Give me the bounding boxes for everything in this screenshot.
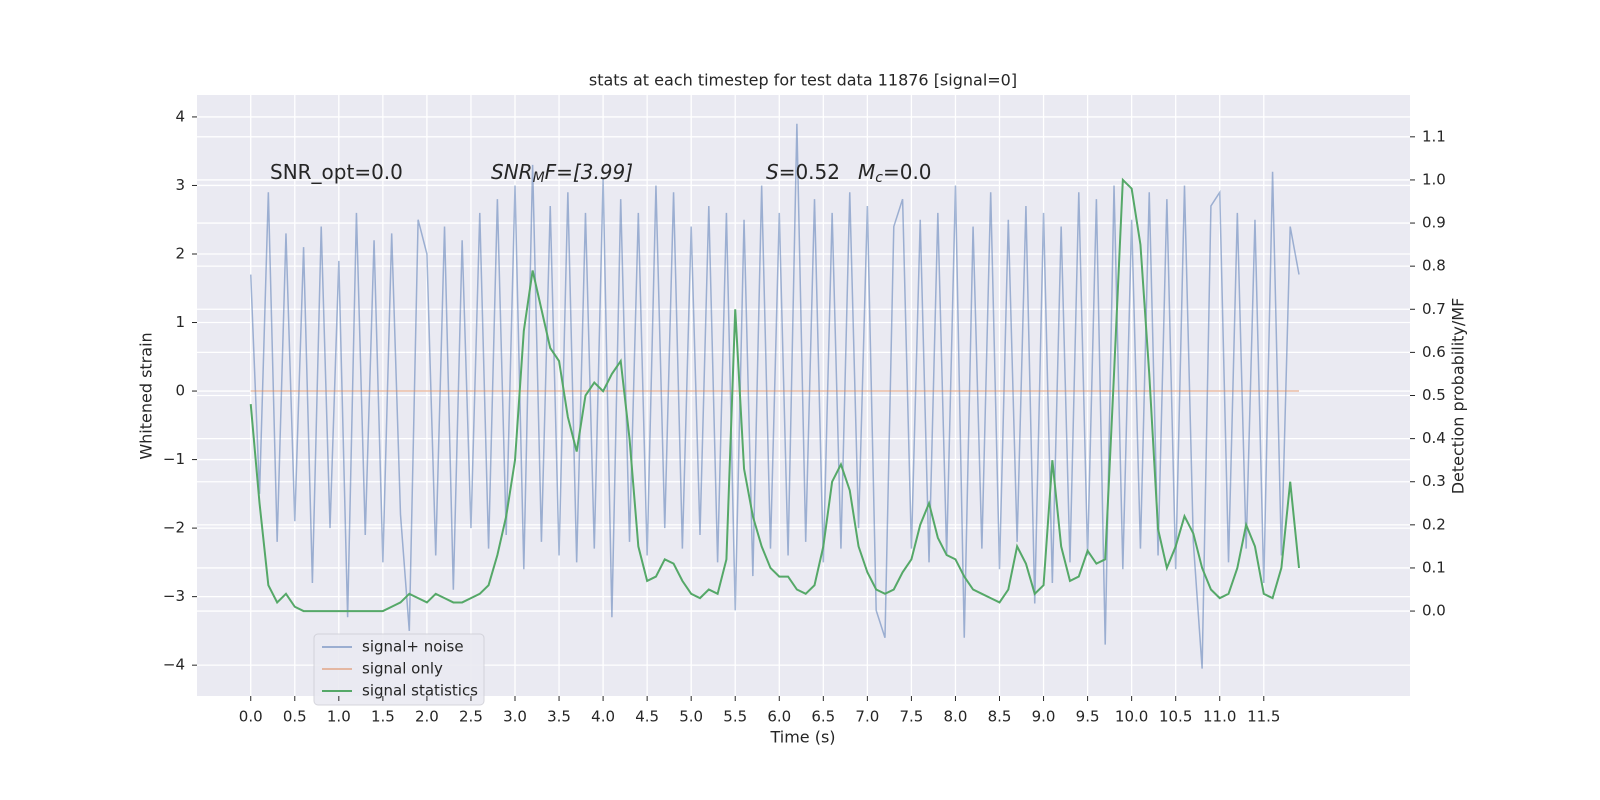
y2-tick-label: 0.5 — [1422, 386, 1446, 404]
legend-label: signal+ noise — [362, 638, 464, 656]
x-tick-label: 6.5 — [811, 708, 835, 726]
y2-tick-label: 0.2 — [1422, 515, 1446, 533]
y-tick-label: −1 — [163, 450, 185, 468]
y2-tick-label: 0.1 — [1422, 558, 1446, 576]
x-tick-label: 5.5 — [723, 708, 747, 726]
annotation: SNRMF=[3.99] — [491, 160, 633, 187]
x-tick-label: 6.0 — [767, 708, 791, 726]
annotation-part: M — [533, 170, 545, 186]
annotation: SNR_opt=0.0 — [270, 160, 403, 184]
annotation: Mc=0.0 — [858, 160, 932, 187]
x-axis-label: Time (s) — [769, 728, 835, 747]
annotation-part: SNR_opt=0.0 — [270, 160, 403, 184]
y-tick-label: 4 — [175, 107, 185, 125]
y2-tick-label: 0.3 — [1422, 472, 1446, 490]
x-tick-label: 5.0 — [679, 708, 703, 726]
annotation-part: M — [858, 160, 875, 184]
annotation-part: =0.0 — [883, 160, 932, 184]
x-tick-label: 7.5 — [899, 708, 923, 726]
chart-title: stats at each timestep for test data 118… — [589, 71, 1017, 90]
annotation-part: SNR — [491, 160, 533, 184]
y2-tick-label: 0.0 — [1422, 602, 1446, 620]
x-tick-label: 4.5 — [635, 708, 659, 726]
x-tick-label: 0.5 — [283, 708, 307, 726]
y-tick-label: 3 — [175, 176, 185, 194]
annotation-part: F=[3.99] — [545, 160, 633, 184]
legend-label: signal only — [362, 660, 443, 678]
x-tick-label: 1.5 — [371, 708, 395, 726]
y2-tick-label: 0.6 — [1422, 343, 1446, 361]
series-line — [249, 177, 1301, 613]
legend-box — [313, 633, 485, 706]
x-tick-label: 11.5 — [1247, 708, 1280, 726]
x-tick-label: 9.0 — [1032, 708, 1056, 726]
y2-tick-label: 0.4 — [1422, 429, 1446, 447]
y-tick-label: 0 — [175, 382, 185, 400]
y2-tick-label: 1.1 — [1422, 127, 1446, 145]
y-axis-label: Whitened strain — [137, 332, 156, 459]
y2-axis-label: Detection probability/MF — [1449, 298, 1468, 495]
y2-tick-label: 0.9 — [1422, 214, 1446, 232]
x-tick-label: 2.5 — [459, 708, 483, 726]
annotation-part: =0.52 — [779, 160, 840, 184]
annotation-part: S — [766, 160, 779, 184]
x-tick-label: 7.0 — [855, 708, 879, 726]
x-tick-label: 3.0 — [503, 708, 527, 726]
x-tick-label: 4.0 — [591, 708, 615, 726]
x-tick-label: 0.0 — [239, 708, 263, 726]
x-tick-label: 2.0 — [415, 708, 439, 726]
legend: signal+ noise signal only signal statistic… — [313, 633, 485, 706]
x-tick-label: 10.5 — [1159, 708, 1192, 726]
legend-label: signal statistics — [362, 682, 478, 700]
y-tick-label: 2 — [175, 244, 185, 262]
series-line — [249, 123, 1300, 669]
x-tick-label: 10.0 — [1115, 708, 1148, 726]
x-tick-label: 11.0 — [1203, 708, 1236, 726]
y-tick-label: −2 — [163, 519, 185, 537]
y-tick-label: 1 — [175, 313, 185, 331]
x-tick-label: 8.0 — [944, 708, 968, 726]
x-tick-label: 8.5 — [988, 708, 1012, 726]
x-tick-label: 9.5 — [1076, 708, 1100, 726]
y2-tick-label: 0.7 — [1422, 300, 1446, 318]
marks — [249, 123, 1301, 669]
y-tick-label: −3 — [163, 587, 185, 605]
y-tick-label: −4 — [163, 656, 185, 674]
annotation: S=0.52 — [766, 160, 840, 184]
y2-tick-label: 0.8 — [1422, 257, 1446, 275]
annotation-part: c — [875, 170, 883, 186]
x-tick-label: 1.0 — [327, 708, 351, 726]
x-tick-label: 3.5 — [547, 708, 571, 726]
y2-tick-label: 1.0 — [1422, 170, 1446, 188]
